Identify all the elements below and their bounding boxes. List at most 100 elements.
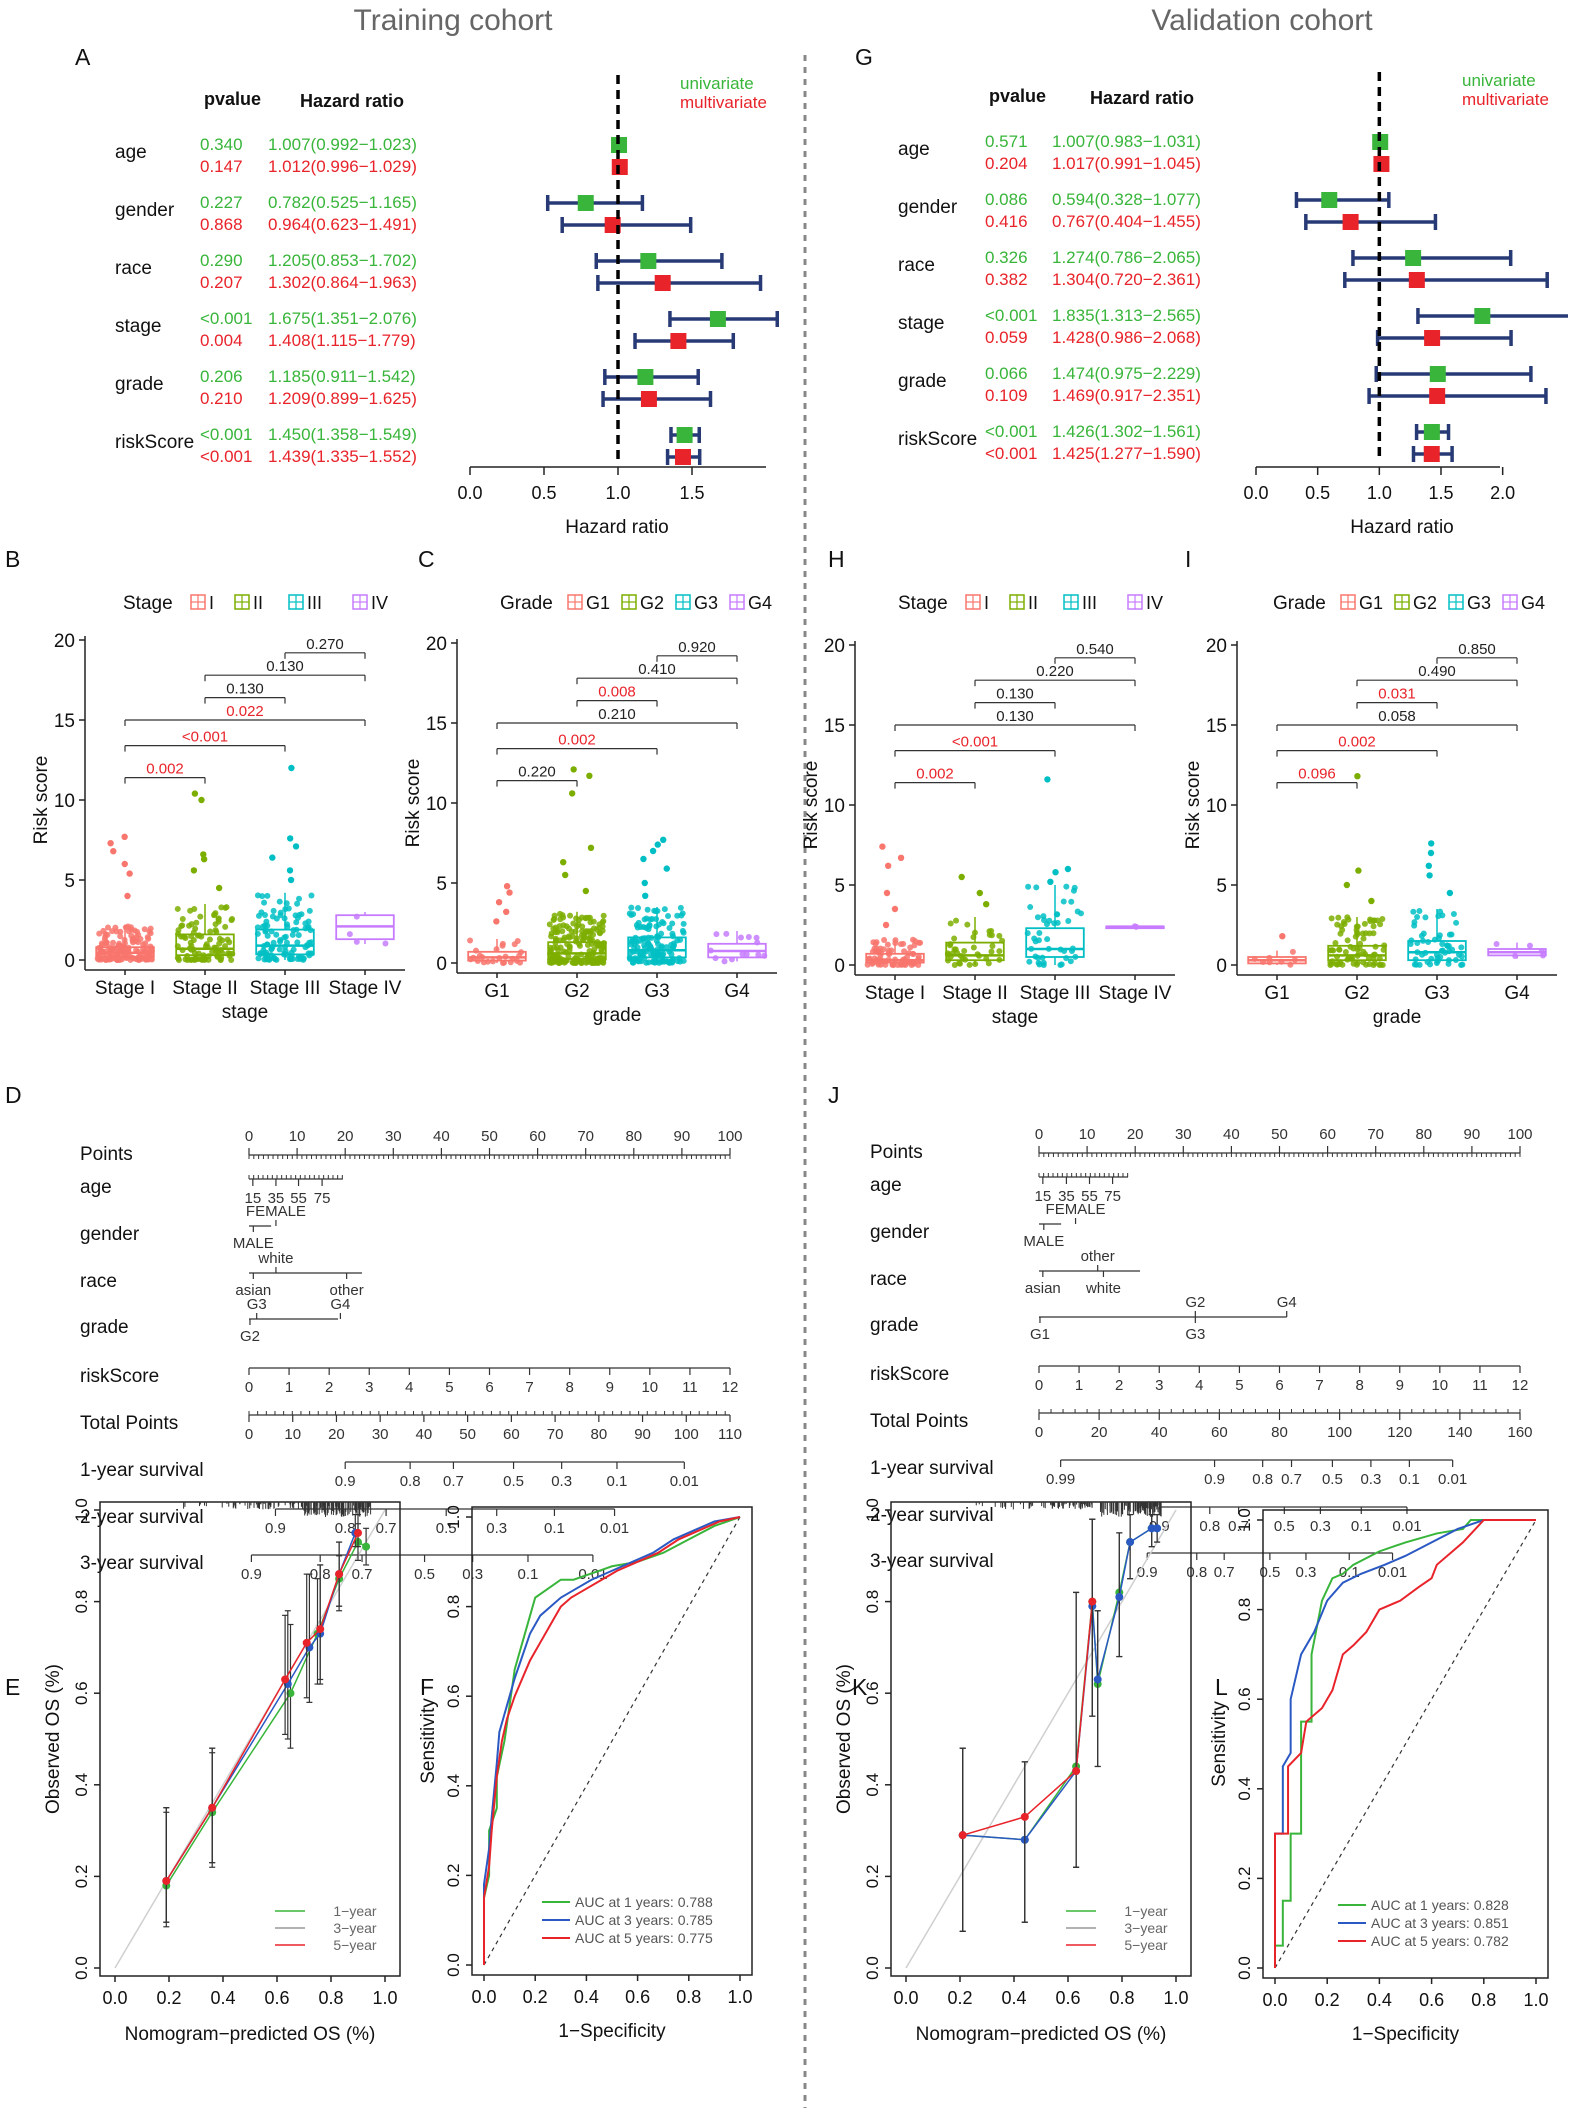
boxplot-point bbox=[1368, 897, 1375, 905]
boxplot-point bbox=[281, 915, 288, 922]
boxplot-point bbox=[1044, 776, 1051, 783]
roc-plot-F: 0.0 0.0 0.2 0.2 0.4 0.4 0.6 0.6 0.8 0.8 1.0 1.0 1−Sp… bbox=[418, 1505, 753, 2042]
nomogram-tick-label: 0.3 bbox=[1296, 1564, 1317, 1581]
nomogram-tick-label: 30 bbox=[1175, 1126, 1192, 1143]
comparison-pvalue: 0.220 bbox=[1036, 663, 1074, 680]
boxplot-point bbox=[1327, 959, 1334, 966]
nomogram-row-label: 1-year survival bbox=[870, 1458, 994, 1479]
boxplot-point bbox=[570, 920, 577, 927]
boxplot-point bbox=[989, 943, 996, 950]
boxplot-point bbox=[277, 909, 284, 916]
calibration-line bbox=[962, 1601, 1094, 1836]
boxplot-point bbox=[864, 961, 871, 968]
forest-hr-marker bbox=[1408, 272, 1425, 288]
boxplot-point bbox=[1354, 952, 1361, 959]
comparison-pvalue: 0.130 bbox=[226, 681, 264, 698]
forest-x-tick-label: 1.5 bbox=[679, 483, 704, 503]
nomogram-tick-label: 0.5 bbox=[414, 1566, 435, 1583]
boxplot-point bbox=[1334, 921, 1341, 928]
comparison-pvalue: 0.002 bbox=[916, 766, 954, 783]
nomogram-tick-label: 0.01 bbox=[1378, 1564, 1407, 1581]
boxplot-point bbox=[885, 956, 892, 963]
nomogram-tick-label: 50 bbox=[459, 1426, 476, 1443]
nomogram-tick-label: G3 bbox=[247, 1296, 267, 1313]
boxplot-point bbox=[1450, 910, 1457, 917]
boxplot-point bbox=[1435, 934, 1442, 941]
forest-hr-marker bbox=[640, 253, 657, 269]
boxplot-point bbox=[970, 934, 977, 941]
boxplot-point bbox=[1063, 883, 1070, 890]
boxplot-point bbox=[712, 955, 719, 962]
boxplot-point bbox=[754, 939, 761, 946]
boxplot-point bbox=[1416, 908, 1423, 915]
boxplot-point bbox=[141, 948, 148, 955]
boxplot-point bbox=[1381, 942, 1388, 949]
boxplot-point bbox=[1362, 930, 1369, 937]
nomogram-tick-label: 55 bbox=[290, 1190, 307, 1207]
boxplot-point bbox=[1360, 935, 1367, 942]
boxplot-y-tick-label: 15 bbox=[1206, 716, 1227, 737]
boxplot-point bbox=[499, 959, 506, 966]
boxplot-point bbox=[1412, 956, 1419, 963]
nomogram-tick-label: 0.7 bbox=[1214, 1564, 1235, 1581]
boxplot-point bbox=[884, 862, 892, 869]
boxplot-point bbox=[217, 956, 224, 963]
boxplot-point bbox=[308, 892, 315, 899]
boxplot-point bbox=[123, 954, 130, 961]
nomogram-tick-label: white bbox=[1085, 1280, 1121, 1297]
forest-header-hr: Hazard ratio bbox=[300, 91, 404, 111]
nomogram-tick-label: 90 bbox=[1464, 1126, 1481, 1143]
roc-curve bbox=[1274, 1519, 1536, 1968]
boxplot-point bbox=[1067, 958, 1074, 965]
boxplot-point bbox=[135, 932, 142, 939]
boxplot-point bbox=[128, 932, 135, 939]
comparison-pvalue: 0.920 bbox=[678, 639, 716, 656]
calibration-point bbox=[208, 1803, 217, 1812]
boxplot-y-label: Risk score bbox=[801, 761, 822, 850]
boxplot-point bbox=[1371, 960, 1378, 967]
boxplot-point bbox=[493, 918, 500, 925]
forest-multi-hr-text: 1.408(1.115−1.779) bbox=[268, 331, 416, 350]
boxplot-point bbox=[219, 937, 226, 944]
nomogram-row-label: 1-year survival bbox=[80, 1460, 204, 1481]
boxplot-point bbox=[557, 910, 564, 917]
calibration-point bbox=[958, 1831, 967, 1840]
boxplot-point bbox=[121, 833, 128, 840]
roc-legend-label: AUC at 3 years: 0.785 bbox=[575, 1912, 713, 1928]
boxplot-point bbox=[217, 947, 224, 954]
forest-uni-hr-text: 1.185(0.911−1.542) bbox=[268, 367, 416, 386]
nomogram-tick-label: G2 bbox=[240, 1328, 260, 1345]
boxplot-point bbox=[1328, 915, 1335, 922]
boxplot-point bbox=[225, 950, 232, 957]
forest-row-label: gender bbox=[115, 200, 175, 221]
roc-legend-label: AUC at 5 years: 0.782 bbox=[1371, 1933, 1509, 1949]
nomogram-tick-label: 0.1 bbox=[1339, 1564, 1360, 1581]
boxplot-point bbox=[1458, 944, 1465, 951]
boxplot-point bbox=[480, 959, 487, 966]
roc-x-tick-label: 0.4 bbox=[574, 1987, 599, 2007]
boxplot-point bbox=[1028, 945, 1035, 952]
nomogram-tick-label: 60 bbox=[503, 1426, 520, 1443]
boxplot-point bbox=[1407, 940, 1414, 947]
nomogram-row-label: Points bbox=[870, 1142, 923, 1163]
boxplot-point bbox=[1278, 958, 1285, 965]
boxplot-point bbox=[276, 898, 283, 905]
roc-plot-L: 0.0 0.0 0.2 0.2 0.4 0.4 0.6 0.6 0.8 0.8 1.0 1.0 1−Sp… bbox=[1209, 1508, 1549, 2045]
boxplot-point bbox=[1068, 898, 1075, 905]
calibration-line bbox=[962, 1527, 1158, 1841]
boxplot-point bbox=[270, 907, 277, 914]
nomogram-tick-label: 0.01 bbox=[1438, 1471, 1467, 1488]
boxplot-point bbox=[565, 953, 572, 960]
calibration-y-label: Observed OS (%) bbox=[43, 1664, 64, 1814]
boxplot-point bbox=[728, 956, 735, 963]
nomogram-tick-label: 3 bbox=[1155, 1377, 1163, 1394]
nomogram-tick-label: 3 bbox=[365, 1379, 373, 1396]
nomogram-tick-label: 12 bbox=[722, 1379, 739, 1396]
boxplot-point bbox=[212, 927, 219, 934]
nomogram-tick-label: 55 bbox=[1081, 1188, 1098, 1205]
panel-letter-A: A bbox=[75, 44, 91, 70]
nomogram-tick-label: 100 bbox=[674, 1426, 699, 1443]
roc-curve bbox=[483, 1516, 741, 1965]
forest-hr-marker bbox=[611, 159, 628, 175]
